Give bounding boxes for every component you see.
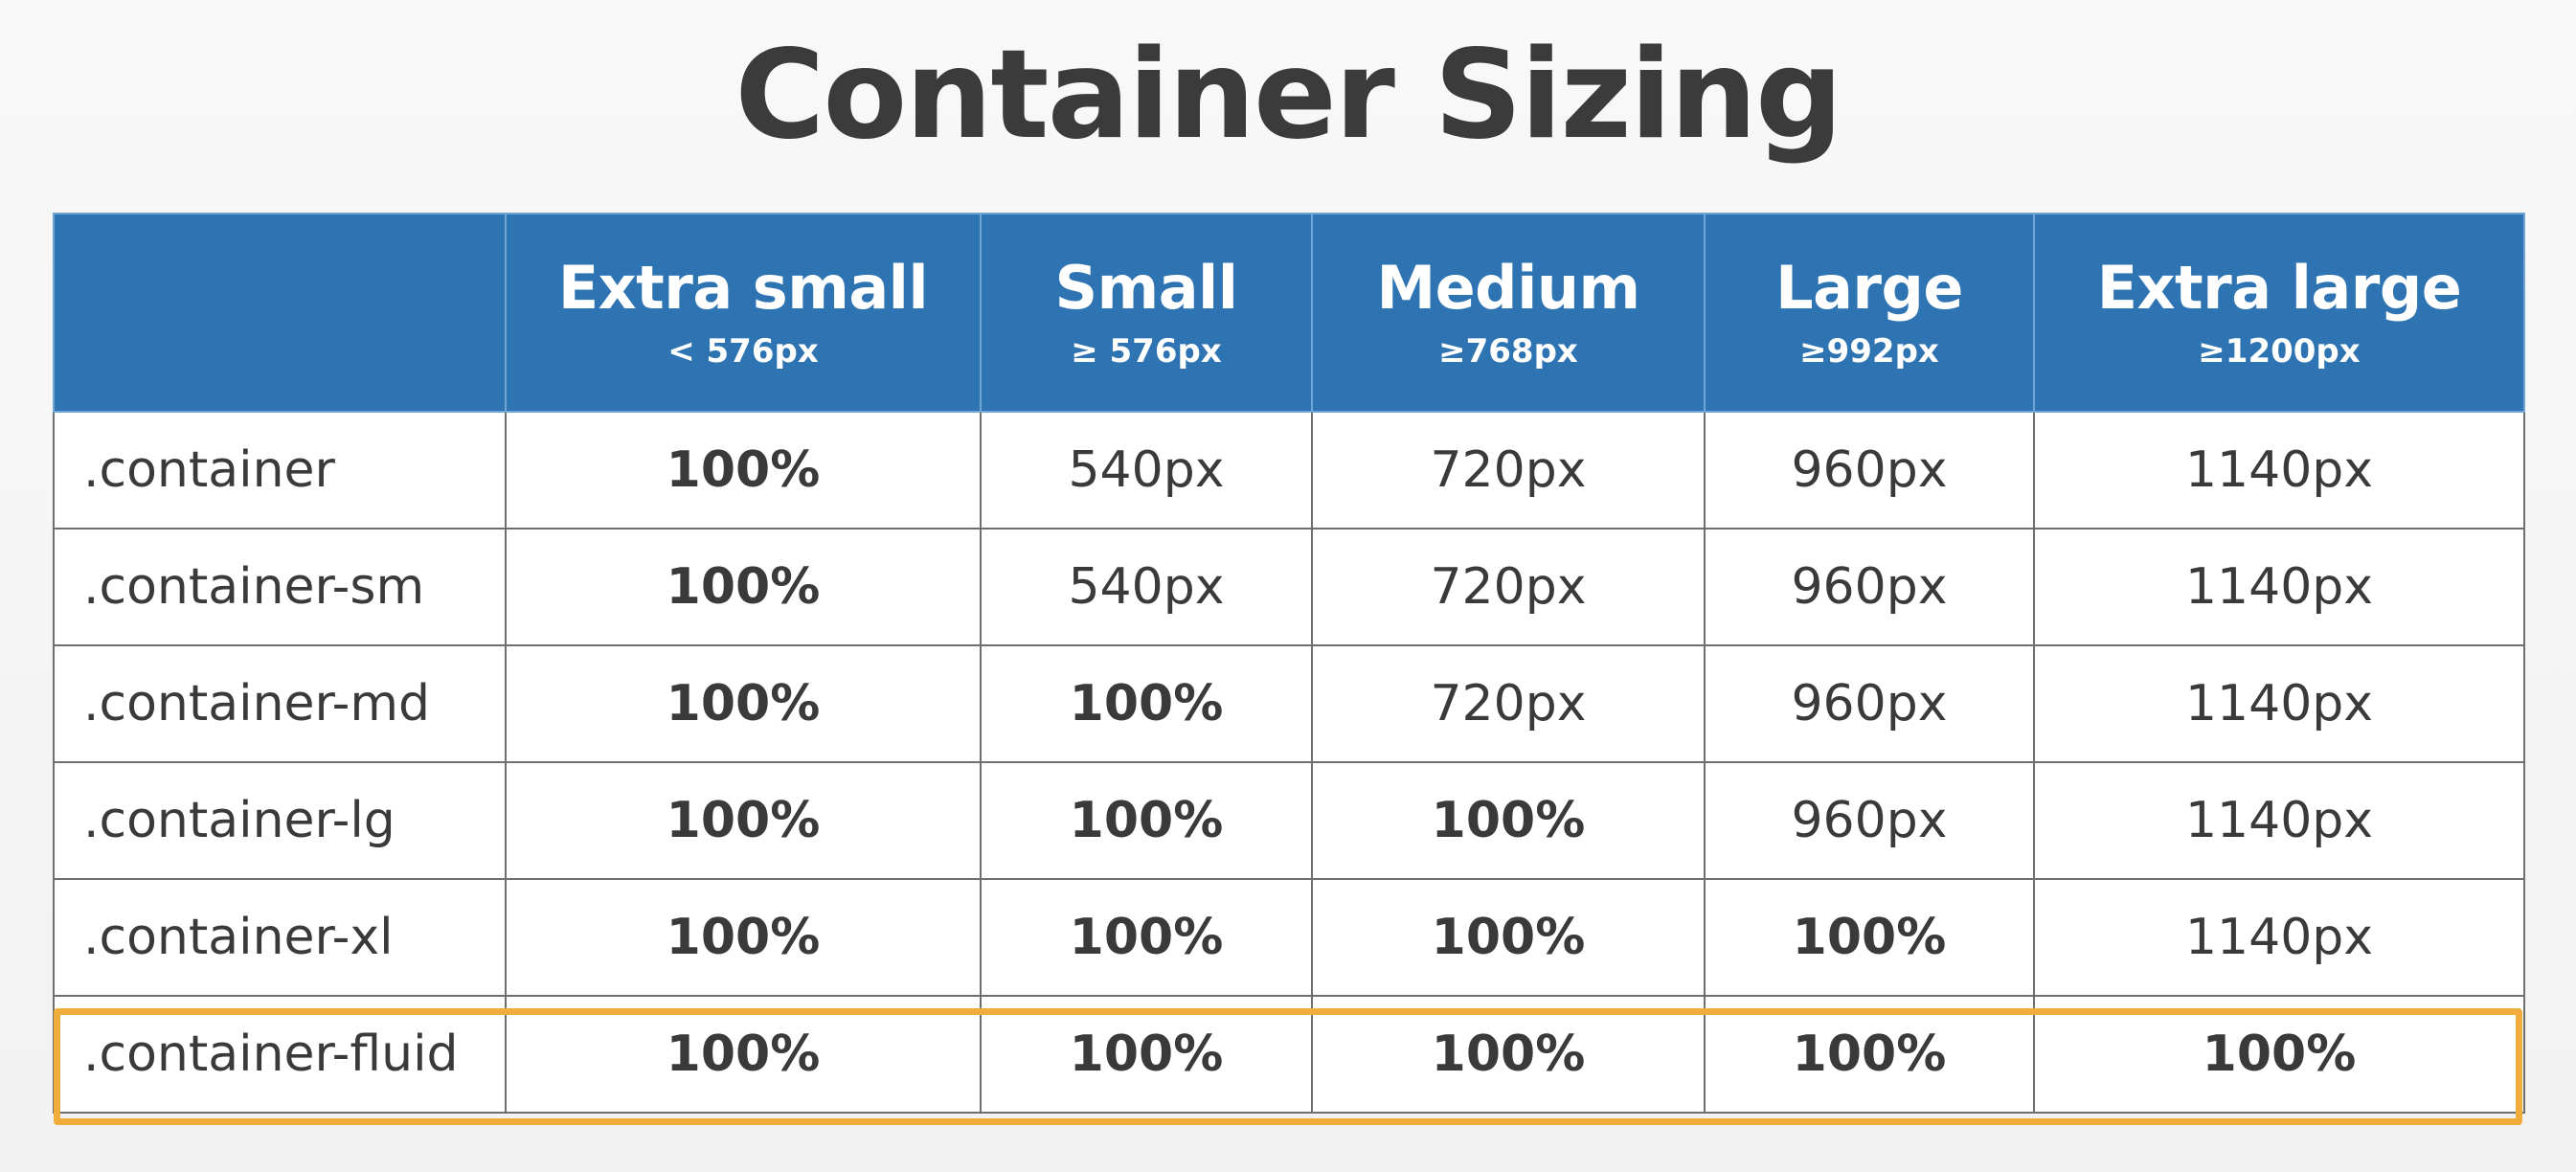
row-class-name: .container-md: [53, 644, 507, 763]
table-cell: 720px: [1311, 528, 1706, 646]
header-name: Extra large: [2096, 252, 2462, 323]
table-cell: 960px: [1704, 528, 2035, 646]
table-cell: 100%: [980, 644, 1313, 763]
row-class-name: .container-lg: [53, 761, 507, 880]
table-row-container-xl: .container-xl 100% 100% 100% 100% 1140px: [53, 878, 2525, 997]
table-cell: 1140px: [2033, 644, 2525, 763]
header-cell-large: Large ≥992px: [1704, 213, 2035, 413]
header-range: ≥1200px: [2198, 331, 2361, 371]
header-row: Extra small < 576px Small ≥ 576px Medium…: [53, 213, 2525, 413]
table-row-container-fluid: .container-fluid 100% 100% 100% 100% 100…: [53, 995, 2525, 1114]
header-name: Large: [1775, 252, 1963, 323]
header-cell-medium: Medium ≥768px: [1311, 213, 1706, 413]
header-name: Small: [1054, 252, 1238, 323]
row-class-name: .container-fluid: [53, 995, 507, 1114]
table-cell: 1140px: [2033, 761, 2525, 880]
header-range: ≥992px: [1799, 331, 1939, 371]
header-range: ≥ 576px: [1071, 331, 1222, 371]
header-name: Medium: [1376, 252, 1640, 323]
table-cell: 100%: [980, 761, 1313, 880]
table-cell: 720px: [1311, 411, 1706, 530]
header-cell-extra-large: Extra large ≥1200px: [2033, 213, 2525, 413]
table-cell: 960px: [1704, 761, 2035, 880]
table-cell: 1140px: [2033, 411, 2525, 530]
table-cell: 100%: [505, 644, 982, 763]
header-cell-small: Small ≥ 576px: [980, 213, 1313, 413]
table-cell: 960px: [1704, 411, 2035, 530]
table-cell: 100%: [1311, 878, 1706, 997]
table-cell: 1140px: [2033, 528, 2525, 646]
table-cell: 100%: [2033, 995, 2525, 1114]
row-class-name: .container: [53, 411, 507, 530]
table-cell: 100%: [980, 878, 1313, 997]
table-cell: 100%: [505, 878, 982, 997]
table-row-container: .container 100% 540px 720px 960px 1140px: [53, 411, 2525, 530]
table-cell: 100%: [1704, 995, 2035, 1114]
table-cell: 540px: [980, 528, 1313, 646]
table-cell: 720px: [1311, 644, 1706, 763]
table-cell: 100%: [1311, 995, 1706, 1114]
table-cell: 540px: [980, 411, 1313, 530]
row-class-name: .container-sm: [53, 528, 507, 646]
header-range: < 576px: [667, 331, 819, 371]
table-row-container-sm: .container-sm 100% 540px 720px 960px 114…: [53, 528, 2525, 646]
header-cell-extra-small: Extra small < 576px: [505, 213, 982, 413]
table-cell: 100%: [505, 761, 982, 880]
header-range: ≥768px: [1438, 331, 1578, 371]
table-cell: 100%: [1311, 761, 1706, 880]
table-cell: 100%: [505, 411, 982, 530]
container-sizing-table: Extra small < 576px Small ≥ 576px Medium…: [53, 213, 2525, 1114]
table-cell: 1140px: [2033, 878, 2525, 997]
table-cell: 100%: [980, 995, 1313, 1114]
table-cell: 960px: [1704, 644, 2035, 763]
table-cell: 100%: [505, 995, 982, 1114]
table-cell: 100%: [1704, 878, 2035, 997]
row-class-name: .container-xl: [53, 878, 507, 997]
table-row-container-lg: .container-lg 100% 100% 100% 960px 1140p…: [53, 761, 2525, 880]
table-row-container-md: .container-md 100% 100% 720px 960px 1140…: [53, 644, 2525, 763]
table-cell: 100%: [505, 528, 982, 646]
slide-title: Container Sizing: [734, 24, 1842, 167]
header-name: Extra small: [557, 252, 929, 323]
header-corner-cell: [53, 213, 507, 413]
